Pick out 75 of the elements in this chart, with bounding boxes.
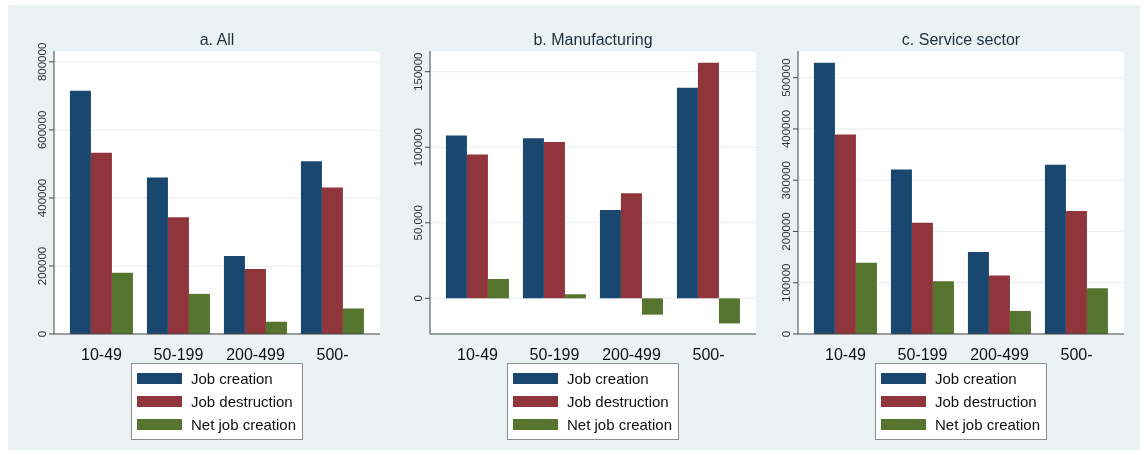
bar <box>1044 164 1066 334</box>
y-tick-label: 100000 <box>780 263 792 302</box>
bar <box>834 134 856 334</box>
bar <box>466 154 488 299</box>
bar <box>813 62 835 334</box>
legend-label: Job creation <box>190 370 273 387</box>
x-tick-label: 200-499 <box>602 346 661 364</box>
bar <box>487 279 509 299</box>
x-tick-label: 50-199 <box>153 346 204 364</box>
bar <box>146 177 168 334</box>
x-tick-label: 10-49 <box>825 346 867 364</box>
x-tick-label: 500- <box>1060 346 1093 364</box>
bar <box>1009 310 1031 334</box>
y-tick-label: 300000 <box>780 161 792 200</box>
bar <box>911 222 933 334</box>
x-tick-label: 200-499 <box>226 346 285 364</box>
x-tick-label: 10-49 <box>457 346 499 364</box>
bar <box>90 152 112 334</box>
x-tick-label: 200-499 <box>970 346 1029 364</box>
legend-label: Net job creation <box>934 416 1041 433</box>
bar <box>244 269 266 334</box>
bar <box>599 209 621 299</box>
bar <box>300 161 322 334</box>
bar <box>620 193 642 299</box>
bar <box>223 256 245 334</box>
legend-label: Job destruction <box>566 393 669 410</box>
bar <box>676 87 698 299</box>
chart-title: c. Service sector <box>900 31 1022 49</box>
y-tick-label: 800000 <box>36 42 48 82</box>
legend-label: Job creation <box>566 370 649 387</box>
bar <box>167 217 189 334</box>
legend-label: Job destruction <box>934 393 1037 410</box>
bar <box>641 298 663 315</box>
y-tick-label: 150000 <box>412 52 424 91</box>
y-tick-label: 200000 <box>780 212 792 251</box>
bar <box>988 275 1010 334</box>
bar <box>543 142 565 299</box>
bar <box>445 135 467 299</box>
y-tick-label: 0 <box>36 330 48 338</box>
bar <box>342 308 364 334</box>
y-tick-label: 0 <box>412 295 424 302</box>
bar <box>321 187 343 334</box>
y-tick-label: 50,000 <box>412 205 424 241</box>
bar <box>69 90 91 334</box>
legend-label: Net job creation <box>566 416 673 433</box>
y-tick-label: 100000 <box>412 128 424 167</box>
x-tick-label: 10-49 <box>81 346 123 364</box>
bar <box>890 169 912 334</box>
legend-label: Job destruction <box>190 393 293 410</box>
x-tick-label: 500- <box>316 346 349 364</box>
legend-label: Net job creation <box>190 416 297 433</box>
bar <box>855 262 877 334</box>
chart-title: a. All <box>198 31 236 49</box>
chart-title: b. Manufacturing <box>532 31 654 49</box>
y-tick-label: 400000 <box>36 178 48 218</box>
y-tick-label: 600000 <box>36 110 48 150</box>
bar <box>1086 288 1108 334</box>
bar <box>697 62 719 299</box>
x-tick-label: 50-199 <box>897 346 948 364</box>
bar <box>1065 210 1087 334</box>
y-tick-label: 0 <box>780 330 792 338</box>
bar <box>564 294 586 299</box>
bar <box>111 272 133 334</box>
legend-label: Job creation <box>934 370 1017 387</box>
bar <box>932 281 954 334</box>
y-tick-label: 500000 <box>780 58 792 97</box>
bar <box>265 321 287 334</box>
y-tick-label: 200000 <box>36 246 48 286</box>
x-tick-label: 50-199 <box>529 346 580 364</box>
x-tick-label: 500- <box>692 346 725 364</box>
bar <box>522 138 544 299</box>
bar <box>718 298 740 324</box>
y-tick-label: 400000 <box>780 109 792 149</box>
bar <box>188 293 210 334</box>
bar <box>967 251 989 334</box>
